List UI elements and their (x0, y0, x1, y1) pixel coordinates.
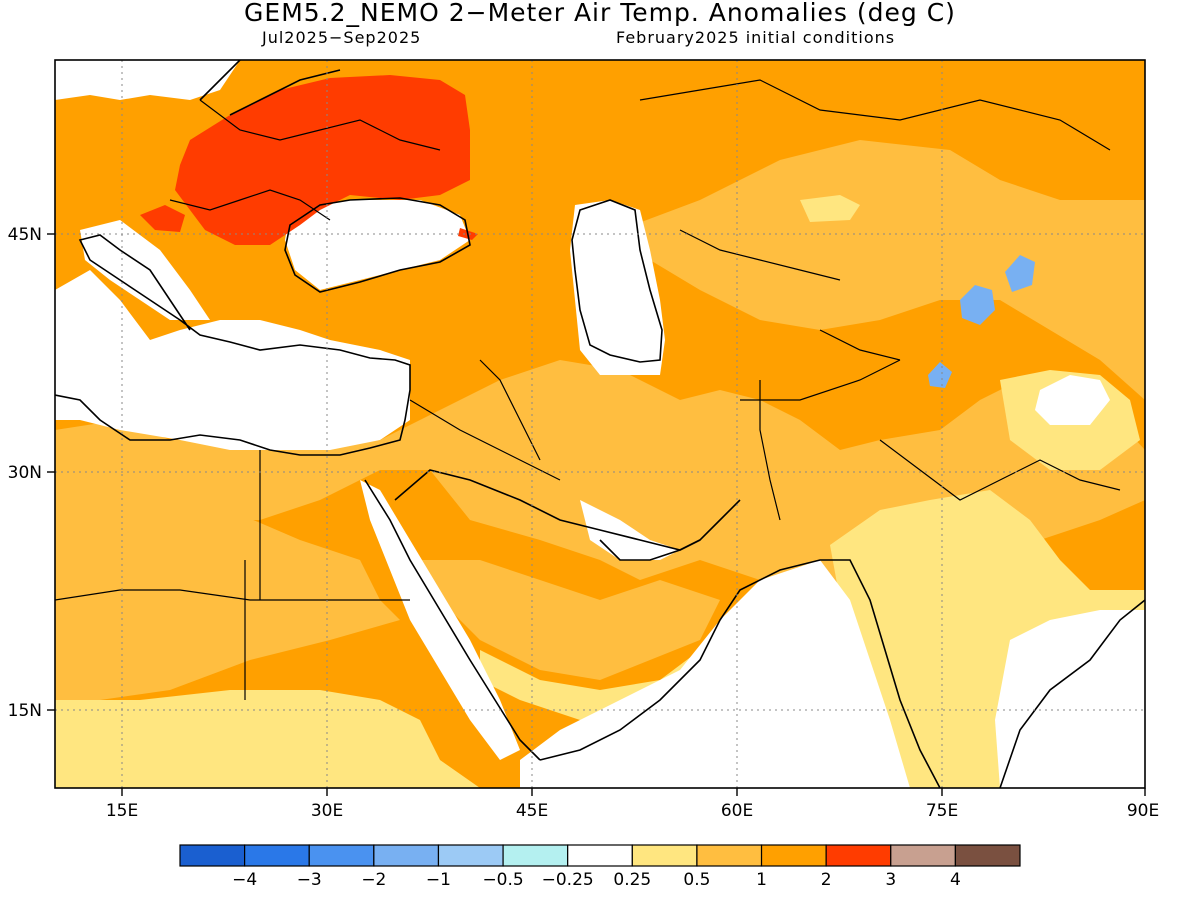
near-zero-tibet (1035, 375, 1110, 425)
colorbar-swatch (567, 844, 633, 867)
lat-tick-label: 15N (8, 701, 42, 721)
colorbar-label: −2 (361, 870, 386, 890)
cold-anomaly-tianshan (960, 285, 995, 325)
colorbar-swatch (890, 844, 956, 867)
colorbar-label: 3 (885, 870, 896, 890)
lon-tick-label: 45E (516, 801, 548, 821)
initial-conditions: February2025 initial conditions (616, 28, 896, 47)
colorbar-label: 0.25 (613, 870, 651, 890)
near-zero-red-sea (360, 480, 520, 760)
colorbar-swatch (502, 844, 569, 867)
lon-tick-label: 15E (106, 801, 138, 821)
lon-tick-label: 30E (311, 801, 343, 821)
colorbar-label: 1 (756, 870, 767, 890)
colorbar-swatch (954, 844, 1021, 867)
colorbar-swatch (179, 844, 246, 867)
colorbar-label: −1 (426, 870, 451, 890)
very-strong-anomaly-hungary (140, 205, 185, 232)
colorbar: −4 −3 −2 −1 −0.5 −0.25 0.25 0.5 1 2 3 4 (179, 844, 1021, 890)
graticule (55, 60, 1145, 788)
lat-tick-label: 45N (8, 225, 42, 245)
colorbar-swatch (825, 844, 892, 867)
lat-tick-label: 30N (8, 463, 42, 483)
lon-tick-label: 90E (1127, 801, 1159, 821)
moderate-anomaly-africa (55, 500, 400, 700)
colorbar-label: 4 (950, 870, 961, 890)
map-frame (54, 59, 1146, 789)
lon-tick-label: 75E (926, 801, 958, 821)
latitude-axis (47, 233, 55, 711)
light-anomaly-kazakhstan (800, 195, 860, 222)
colorbar-label: −3 (297, 870, 322, 890)
coastlines-and-borders (55, 60, 1145, 788)
colorbar-swatch (373, 844, 440, 867)
colorbar-swatch (696, 844, 763, 867)
light-anomaly-east-africa (55, 690, 480, 788)
moderate-anomaly-band-north (620, 140, 1145, 400)
very-strong-anomaly-eastern-europe (175, 75, 470, 245)
longitude-axis (121, 788, 1146, 796)
colorbar-swatch (244, 844, 310, 867)
colorbar-label: −0.25 (542, 870, 594, 890)
colorbar-label: −0.5 (482, 870, 523, 890)
colorbar-label: 2 (821, 870, 832, 890)
colorbar-swatch (308, 844, 375, 867)
near-zero-caspian (570, 200, 665, 375)
near-zero-bay-of-bengal (995, 610, 1145, 788)
colorbar-label: −4 (232, 870, 257, 890)
country-borders (55, 79, 1121, 700)
colorbar-swatch (760, 844, 827, 867)
chart-title: GEM5.2_NEMO 2−Meter Air Temp. Anomalies … (244, 0, 956, 27)
map-panel (55, 60, 1145, 788)
moderate-anomaly-arabia (420, 560, 720, 680)
cold-anomaly-dzungaria (1005, 255, 1035, 292)
forecast-period: Jul2025−Sep2025 (262, 28, 422, 47)
near-zero-mediterranean (55, 270, 410, 450)
lon-tick-label: 60E (721, 801, 753, 821)
near-zero-scandinavia-baltic (55, 60, 240, 100)
cold-anomaly-pamir (928, 362, 952, 388)
colorbar-swatch (631, 844, 698, 867)
colorbar-swatch (437, 844, 504, 867)
colorbar-label: 0.5 (683, 870, 710, 890)
near-zero-black-sea (285, 200, 470, 290)
